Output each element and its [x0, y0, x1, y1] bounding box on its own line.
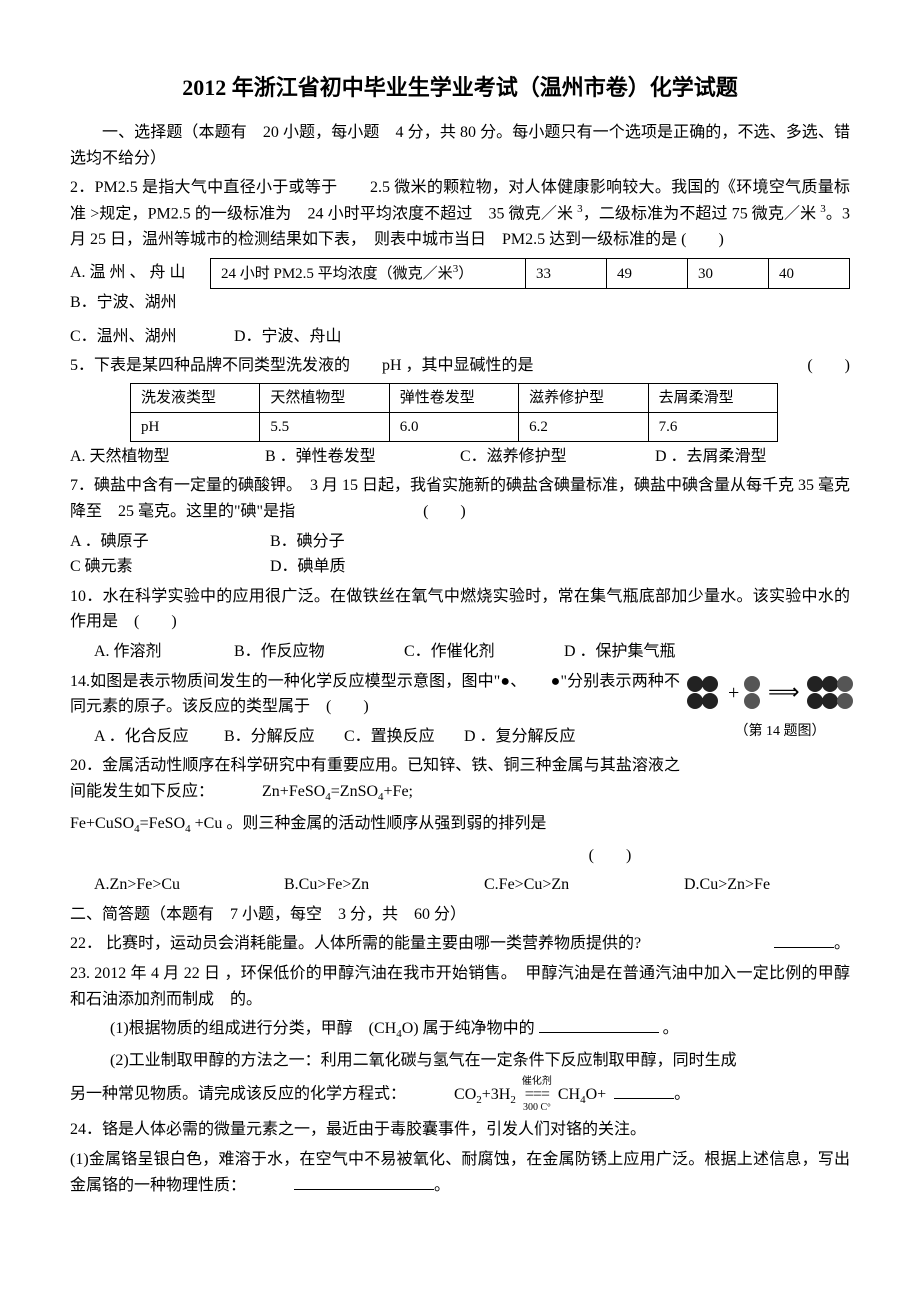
q2-options-table-row: A. 温 州 、 舟 山 B．宁波、湖州 24 小时 PM2.5 平均浓度（微克… [70, 256, 850, 319]
q24-p1-body: (1)金属铬呈银白色，难溶于水，在空气中不易被氧化、耐腐蚀，在金属防锈上应用广泛… [70, 1151, 850, 1194]
q14-figcap: （第 14 题图） [735, 724, 826, 739]
q23-t2a: 另一种常见物质。请完成该反应的化学方程式： [70, 1086, 406, 1103]
q2-th: 24 小时 PM2.5 平均浓度（微克／米3） [211, 259, 526, 289]
q2-opt-d: D．宁波、舟山 [234, 328, 342, 345]
q23-p1b: O) 属于纯净物中的 [402, 1020, 535, 1037]
q2-v1: 33 [526, 259, 607, 289]
q20-opt-d: D.Cu>Zn>Fe [684, 872, 770, 898]
q7-paren: ( ) [423, 503, 466, 520]
q7-opts-cd: C 碘元素 D．碘单质 [70, 554, 850, 580]
q10-opt-d: D ．保护集气瓶 [564, 639, 676, 665]
q23-blank2 [614, 1082, 674, 1099]
svg-text:⟹: ⟹ [768, 679, 800, 704]
q5-r2: 5.5 [260, 412, 389, 441]
q10-opt-b: B．作反应物 [234, 639, 404, 665]
q2-table: 24 小时 PM2.5 平均浓度（微克／米3） 33 49 30 40 [210, 258, 850, 289]
q7-text: 7．碘盐中含有一定量的碘酸钾。 3 月 15 日起，我省实施新的碘盐含碘量标准，… [70, 473, 850, 524]
q5-r4: 6.2 [519, 412, 648, 441]
q2-opt-a: A. 温 州 、 舟 山 [70, 260, 210, 286]
q20-opt-a: A.Zn>Fe>Cu [94, 872, 284, 898]
q23-eq-arrow: 催化剂 === 300 C° [522, 1077, 552, 1113]
q14-block: 14.如图是表示物质间发生的一种化学反应模型示意图，图中"●、 ●"分别表示两种… [70, 669, 850, 750]
q14-reaction-svg: + ⟹ [680, 669, 880, 719]
q24-text1: 24．铬是人体必需的微量元素之一，最近由于毒胶囊事件，引发人们对铬的关注。 [70, 1117, 850, 1143]
q22-body: 22． 比赛时，运动员会消耗能量。人体所需的能量主要由哪一类营养物质提供的? [70, 935, 641, 952]
q5-paren: ( ) [807, 353, 850, 379]
q5-opt-d: D ．去屑柔滑型 [655, 444, 850, 470]
svg-text:+: + [728, 682, 739, 704]
q7-opt-a: A ．碘原子 [70, 529, 270, 555]
q2-opt-b: B．宁波、湖州 [70, 290, 210, 316]
q22-end: 。 [834, 935, 850, 952]
q7-opt-b: B．碘分子 [270, 529, 345, 555]
q5-h5: 去屑柔滑型 [648, 383, 777, 412]
q20-eq2: Fe+CuSO4=FeSO4 +Cu 。则三种金属的活动性顺序从强到弱的排列是 [70, 815, 546, 832]
q23-p1end: 。 [663, 1020, 679, 1037]
q24-p1end: 。 [434, 1177, 450, 1194]
q5-options: A. 天然植物型 B ．弹性卷发型 C．滋养修护型 D ．去屑柔滑型 [70, 444, 850, 470]
section-2-header: 二、简答题（本题有 7 小题，每空 3 分，共 60 分） [70, 902, 850, 928]
q2-v3: 30 [688, 259, 769, 289]
q24-blank [294, 1173, 434, 1190]
q2-t2: ，二级标准为不超过 75 微克／米 [583, 205, 821, 222]
q5-h4: 滋养修护型 [519, 383, 648, 412]
q2-opts-cd: C．温州、湖州 D．宁波、舟山 [70, 324, 850, 350]
section-1-header: 一、选择题（本题有 20 小题，每小题 4 分，共 80 分。每小题只有一个选项… [70, 120, 850, 171]
q7-opt-d: D．碘单质 [270, 554, 346, 580]
q5-opt-c: C．滋养修护型 [460, 444, 655, 470]
q10-opts: A. 作溶剂 B．作反应物 C．作催化剂 D ．保护集气瓶 [70, 639, 850, 665]
q5-text: 5．下表是某四种品牌不同类型洗发液的 pH ，其中显碱性的是 ( ) [70, 353, 850, 379]
q20-text1: 20．金属活动性顺序在科学研究中有重要应用。已知锌、铁、铜三种金属与其盐溶液之间… [70, 753, 850, 806]
q23-eq-line: 另一种常见物质。请完成该反应的化学方程式： CO2+3H2 催化剂 === 30… [70, 1077, 850, 1113]
q14-opt-a: A ．化合反应 [94, 724, 224, 750]
q20-opt-c: C.Fe>Cu>Zn [484, 872, 684, 898]
q7-opt-c: C 碘元素 [70, 554, 270, 580]
q5-h1: 洗发液类型 [131, 383, 260, 412]
q5-t1: 5．下表是某四种品牌不同类型洗发液的 pH ，其中显碱性的是 [70, 357, 534, 374]
q14-opt-d: D ．复分解反应 [464, 724, 576, 750]
q2-v4: 40 [769, 259, 850, 289]
q20-opts: A.Zn>Fe>Cu B.Cu>Fe>Zn C.Fe>Cu>Zn D.Cu>Zn… [70, 872, 850, 898]
q23-text1: 23. 2012 年 4 月 22 日 ，环保低价的甲醇汽油在我市开始销售。 甲… [70, 961, 850, 1012]
q2-text: 2．PM2.5 是指大气中直径小于或等于 2.5 微米的颗粒物，对人体健康影响较… [70, 175, 850, 252]
q23-p1a: (1)根据物质的组成进行分类，甲醇 (CH [110, 1020, 396, 1037]
q10-text: 10．水在科学实验中的应用很广泛。在做铁丝在氧气中燃烧实验时，常在集气瓶底部加少… [70, 584, 850, 635]
q2-opt-c: C．温州、湖州 [70, 324, 230, 350]
q5-r1: pH [131, 412, 260, 441]
q24-p1: (1)金属铬呈银白色，难溶于水，在空气中不易被氧化、耐腐蚀，在金属防锈上应用广泛… [70, 1147, 850, 1198]
q20-eq1: Zn+FeSO4=ZnSO4+Fe; [262, 783, 413, 800]
q23-eq: CO2+3H2 催化剂 === 300 C° CH4O+ [454, 1086, 610, 1103]
q10-opt-c: C．作催化剂 [404, 639, 564, 665]
q7-opts-ab: A ．碘原子 B．碘分子 [70, 529, 850, 555]
q14-opt-b: B．分解反应 [224, 724, 344, 750]
q20-opt-b: B.Cu>Fe>Zn [284, 872, 484, 898]
q14-figure: + ⟹ （第 14 题图） [680, 669, 880, 743]
q23-p2: (2)工业制取甲醇的方法之一：利用二氧化碳与氢气在一定条件下反应制取甲醇，同时生… [70, 1048, 850, 1074]
q5-opt-b: B ．弹性卷发型 [265, 444, 460, 470]
q5-opt-a: A. 天然植物型 [70, 444, 265, 470]
q2-v2: 49 [607, 259, 688, 289]
q22-blank [774, 931, 834, 948]
page-title: 2012 年浙江省初中毕业生学业考试（温州市卷）化学试题 [70, 70, 850, 105]
q23-blank1 [539, 1016, 659, 1033]
q5-h2: 天然植物型 [260, 383, 389, 412]
q10-opt-a: A. 作溶剂 [94, 639, 234, 665]
q20-paren: ( ) [70, 843, 850, 869]
q5-h3: 弹性卷发型 [389, 383, 518, 412]
q23-p1: (1)根据物质的组成进行分类，甲醇 (CH4O) 属于纯净物中的 。 [70, 1016, 850, 1044]
q5-r5: 7.6 [648, 412, 777, 441]
q5-r3: 6.0 [389, 412, 518, 441]
q22-text: 22． 比赛时，运动员会消耗能量。人体所需的能量主要由哪一类营养物质提供的? 。 [70, 931, 850, 957]
q14-opt-c: C．置换反应 [344, 724, 464, 750]
q20-text2: Fe+CuSO4=FeSO4 +Cu 。则三种金属的活动性顺序从强到弱的排列是 [70, 811, 850, 839]
q23-eqend: 。 [674, 1086, 690, 1103]
q5-table: 洗发液类型 天然植物型 弹性卷发型 滋养修护型 去屑柔滑型 pH 5.5 6.0… [130, 383, 778, 442]
